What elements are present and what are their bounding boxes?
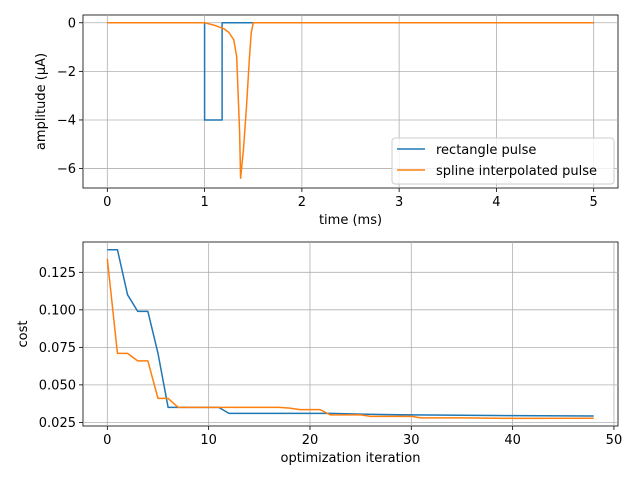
pulse-x-tick-label: 3: [395, 195, 403, 210]
cost-x-tick-label: 50: [606, 433, 623, 448]
cost-x-tick-label: 30: [403, 433, 420, 448]
legend-label-rectangle: rectangle pulse: [436, 143, 536, 158]
pulse-plot-y-ticks: −6 −4 −2 0: [57, 16, 83, 177]
pulse-y-tick-label: −2: [57, 65, 76, 80]
pulse-y-tick-label: −6: [57, 162, 76, 177]
pulse-y-tick-label: −4: [57, 113, 76, 128]
pulse-x-tick-label: 5: [590, 195, 598, 210]
pulse-x-tick-label: 4: [492, 195, 500, 210]
cost-plot-grid: [83, 242, 618, 426]
pulse-x-tick-label: 2: [298, 195, 306, 210]
pulse-plot-series: [107, 22, 594, 180]
pulse-plot-frame: [82, 14, 619, 189]
cost-y-tick-label: 0.100: [39, 303, 76, 318]
cost-plot-y-label: cost: [16, 321, 31, 348]
pulse-plot-y-label: amplitude (µA): [34, 53, 49, 150]
pulse-x-tick-label: 0: [103, 195, 111, 210]
pulse-plot-x-label: time (ms): [319, 213, 382, 228]
cost-y-tick-label: 0.025: [39, 416, 76, 431]
cost-plot-frame: [82, 241, 619, 427]
cost-series-line-spline: [106, 258, 594, 420]
pulse-plot-x-ticks: 0 1 2 3 4 5: [103, 188, 598, 210]
pulse-x-tick-label: 1: [200, 195, 208, 210]
cost-x-tick-label: 10: [200, 433, 217, 448]
legend-box: [391, 137, 615, 185]
cost-plot-x-ticks: 0 10 20 30 40 50: [103, 426, 622, 448]
cost-history-plot: 0 10 20 30 40 50 0.025 0.050 0.075 0.100 0.125 op…: [16, 241, 622, 466]
cost-y-tick-label: 0.125: [39, 266, 76, 281]
cost-x-tick-label: 20: [302, 433, 319, 448]
cost-x-tick-label: 0: [103, 433, 111, 448]
cost-plot-series: [106, 249, 594, 420]
cost-y-tick-label: 0.050: [39, 378, 76, 393]
cost-plot-y-ticks: 0.025 0.050 0.075 0.100 0.125: [39, 266, 83, 431]
pulse-y-tick-label: 0: [68, 16, 76, 31]
legend: rectangle pulse spline interpolated puls…: [391, 137, 615, 185]
cost-plot-x-label: optimization iteration: [281, 451, 421, 466]
legend-label-spline: spline interpolated pulse: [436, 164, 597, 179]
cost-x-tick-label: 40: [504, 433, 521, 448]
pulse-series-line-spline: [107, 22, 594, 180]
cost-y-tick-label: 0.075: [39, 341, 76, 356]
